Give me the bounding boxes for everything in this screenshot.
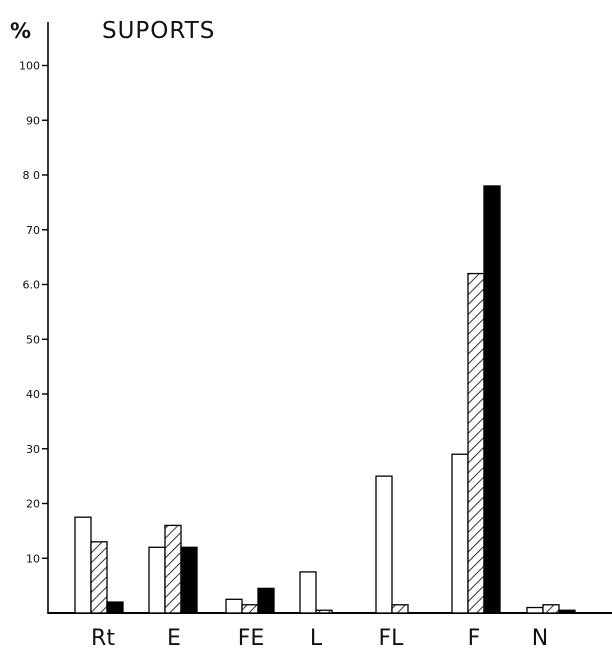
- hatched-bar-rt: [90, 541, 108, 614]
- black-bar-e: [180, 546, 198, 614]
- category-label-l: L: [310, 626, 323, 650]
- hatched-bar-e: [164, 524, 182, 614]
- black-bar-rt: [106, 601, 124, 614]
- hatched-bar-f: [467, 272, 485, 614]
- category-labels: Rt E FE L FL F N: [91, 626, 548, 650]
- white-bar-e: [148, 546, 166, 614]
- y-tick-label: 90: [26, 114, 40, 127]
- white-bar-f: [451, 453, 469, 614]
- white-bar-rt: [74, 516, 92, 614]
- category-label-e: E: [167, 626, 181, 650]
- y-tick-label: 70: [26, 224, 40, 237]
- category-label-n: N: [532, 626, 548, 650]
- y-axis-ticks: 10 20 30 40 50 6.0 70 8 0 90 100: [19, 60, 48, 565]
- white-bar-l: [299, 571, 317, 614]
- category-label-f: F: [468, 626, 481, 650]
- y-tick-label: 6.0: [23, 279, 41, 292]
- category-label-fl: FL: [379, 626, 405, 650]
- y-tick-label: 100: [19, 60, 40, 73]
- white-bar-fe: [225, 598, 243, 614]
- y-tick-label: 20: [26, 498, 40, 511]
- bars: [74, 185, 576, 614]
- chart-title: SUPORTS: [102, 18, 215, 44]
- black-bar-n: [558, 609, 576, 614]
- black-bar-fe: [257, 587, 275, 614]
- hatched-bar-n: [542, 604, 560, 614]
- y-tick-label: 40: [26, 388, 40, 401]
- white-bar-fl: [375, 475, 393, 614]
- black-bar-f: [483, 185, 501, 614]
- hatched-bar-fl: [391, 604, 409, 614]
- hatched-bar-fe: [241, 604, 259, 614]
- y-axis-unit-label: %: [10, 19, 31, 43]
- y-tick-label: 8 0: [23, 169, 41, 182]
- y-tick-label: 30: [26, 443, 40, 456]
- white-bar-n: [526, 606, 544, 614]
- hatched-bar-l: [315, 609, 333, 614]
- y-tick-label: 50: [26, 333, 40, 346]
- y-tick-label: 10: [26, 552, 40, 565]
- category-label-rt: Rt: [91, 626, 115, 650]
- category-label-fe: FE: [238, 626, 265, 650]
